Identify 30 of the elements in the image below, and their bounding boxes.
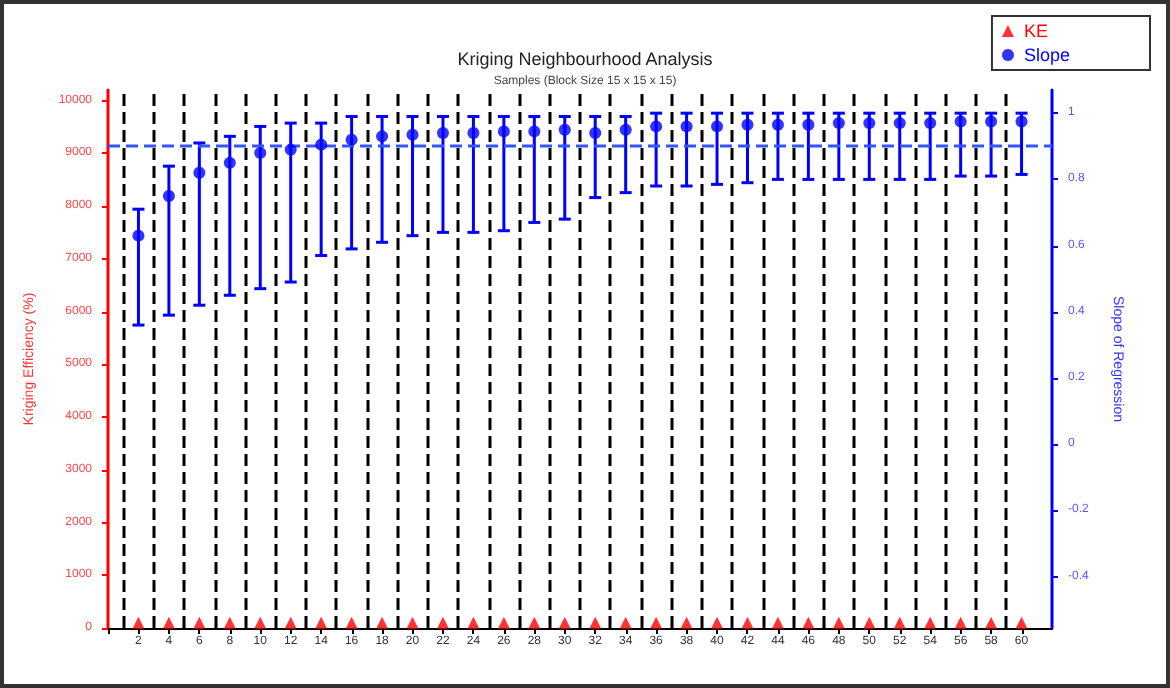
point (467, 127, 480, 140)
point (528, 125, 541, 138)
point (132, 229, 145, 242)
point (924, 117, 937, 130)
point (802, 118, 815, 131)
point (711, 120, 724, 133)
point (254, 146, 267, 159)
point (619, 123, 632, 136)
point (162, 189, 175, 202)
point (406, 128, 419, 141)
legend-label: KE (1023, 21, 1048, 41)
point (193, 166, 206, 179)
point (893, 117, 906, 130)
point (558, 123, 571, 136)
point (284, 143, 297, 156)
point (589, 127, 602, 140)
point (497, 125, 510, 138)
point (863, 117, 876, 130)
point (345, 133, 358, 146)
chart-title: Kriging Neighbourhood Analysis (457, 49, 714, 69)
point (650, 120, 663, 133)
point (223, 156, 236, 169)
point (315, 138, 328, 151)
point (376, 130, 389, 143)
point (771, 118, 784, 131)
point (436, 127, 449, 140)
point (680, 120, 693, 133)
point (832, 117, 845, 130)
point (741, 118, 754, 131)
legend-label: Slope (1023, 45, 1071, 65)
